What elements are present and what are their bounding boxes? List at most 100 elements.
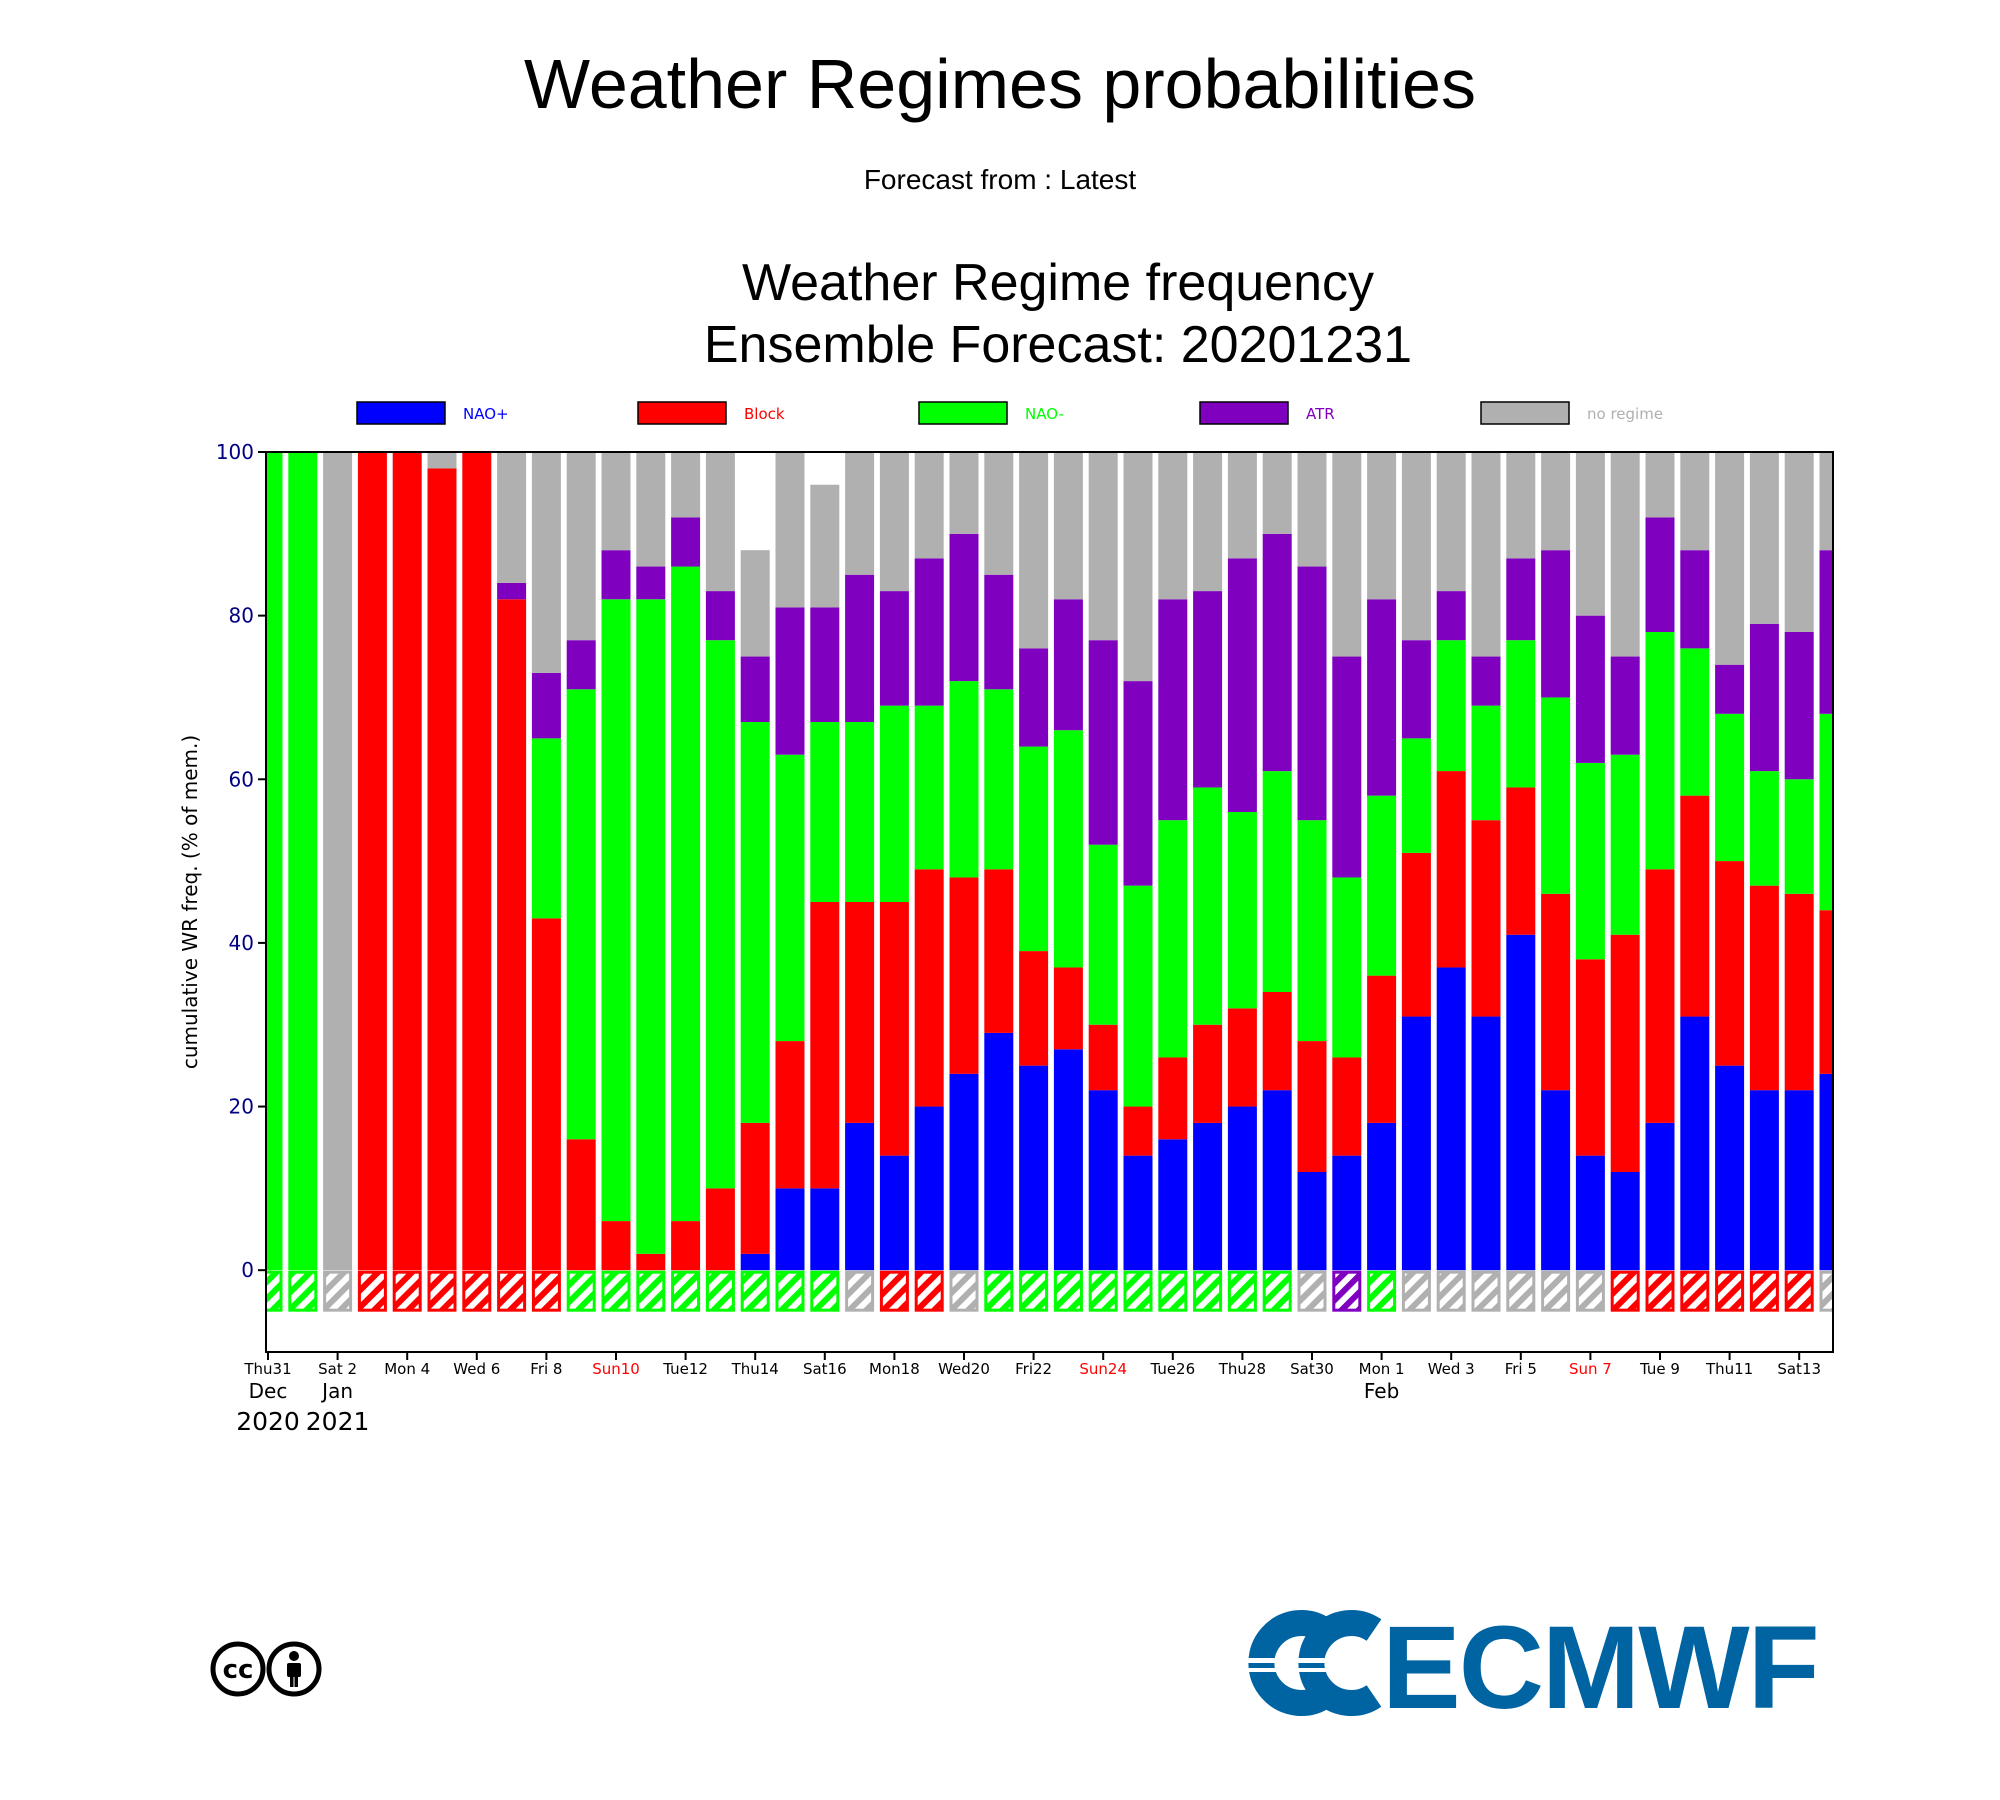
observed-marker-nao--14 (740, 1270, 770, 1312)
observed-marker-no-regime-30 (1297, 1270, 1327, 1312)
legend-label: NAO- (1025, 405, 1064, 423)
bar-segment-no-regime-20 (949, 452, 979, 534)
observed-marker-no-regime-38 (1575, 1270, 1605, 1312)
bar-segment-atr-11 (636, 566, 666, 600)
y-tick-label: 0 (241, 1258, 254, 1282)
observed-marker-block-4 (392, 1270, 422, 1312)
bar-segment-block-43 (1749, 885, 1779, 1091)
y-tick-label: 80 (229, 604, 254, 628)
bar-segment-block-46 (1854, 935, 1883, 1066)
observed-marker-block-7 (497, 1270, 527, 1312)
bar-segment-block-5 (427, 468, 457, 1271)
observed-marker-nao--15 (775, 1270, 805, 1312)
bar-segment-nao--16 (810, 1188, 840, 1271)
bar-segment-atr-41 (1680, 550, 1710, 649)
bar-segment-nao--19 (914, 705, 944, 870)
x-tick-label: Wed20 (938, 1360, 990, 1378)
bar-segment-nao--33 (1401, 738, 1431, 853)
bar-segment-nao--11 (636, 599, 666, 1254)
bar-segment-nao--20 (949, 1073, 979, 1271)
y-tick-label: 100 (216, 440, 254, 464)
bar-segment-atr-44 (1784, 632, 1814, 780)
bar-segment-nao--13 (705, 640, 735, 1189)
bar-segment-nao--38 (1575, 1155, 1605, 1271)
bar-segment-block-25 (1123, 1106, 1153, 1156)
x-tick-label: Mon 1 (1359, 1360, 1405, 1378)
observed-marker-no-regime-2 (323, 1270, 353, 1312)
ecmwf-logo: ECMWF (1232, 1602, 1820, 1734)
bar-segment-atr-22 (1019, 648, 1049, 747)
bar-segment-block-22 (1019, 951, 1049, 1066)
bar-segment-nao--46 (1854, 1066, 1883, 1271)
bar-segment-block-29 (1262, 992, 1292, 1091)
bar-segment-no-regime-33 (1401, 452, 1431, 641)
bar-segment-block-20 (949, 877, 979, 1074)
bar-segment-nao--21 (984, 689, 1014, 870)
bar-segment-block-31 (1332, 1057, 1362, 1156)
bar-segment-nao--43 (1749, 1090, 1779, 1271)
bar-segment-no-regime-17 (845, 452, 875, 575)
observed-marker-nao--10 (601, 1270, 631, 1312)
observed-marker-no-regime-37 (1541, 1270, 1571, 1312)
bar-segment-atr-9 (566, 640, 596, 690)
x-tick-label: Tue 9 (1639, 1360, 1680, 1378)
creative-commons-by-icon: cc (210, 1640, 322, 1703)
bar-segment-nao--9 (566, 689, 596, 1140)
bar-segment-nao--28 (1227, 1106, 1257, 1271)
observed-marker-nao--21 (984, 1270, 1014, 1312)
bar-segment-nao--26 (1158, 820, 1188, 1058)
observed-marker-no-regime-35 (1471, 1270, 1501, 1312)
observed-marker-nao--0 (266, 1270, 283, 1312)
bar-segment-atr-32 (1367, 599, 1397, 796)
bar-segment-block-32 (1367, 975, 1397, 1123)
bar-segment-no-regime-14 (740, 550, 770, 657)
bar-segment-block-37 (1541, 893, 1571, 1091)
bar-segment-block-11 (636, 1253, 666, 1271)
bar-segment-block-36 (1506, 787, 1536, 935)
bar-segment-nao--37 (1541, 1090, 1571, 1271)
bar-segment-nao--33 (1401, 1016, 1431, 1271)
bar-segment-no-regime-27 (1193, 452, 1223, 592)
bar-segment-nao--39 (1610, 1172, 1640, 1271)
observed-marker-block-40 (1645, 1270, 1675, 1312)
observed-marker-nao--13 (705, 1270, 735, 1312)
x-tick-label: Sat13 (1777, 1360, 1821, 1378)
observed-marker-block-41 (1680, 1270, 1710, 1312)
bar-segment-no-regime-2 (323, 452, 353, 1271)
bar-segment-nao--41 (1680, 1016, 1710, 1271)
bar-segment-nao--42 (1715, 713, 1745, 862)
bar-segment-atr-15 (775, 607, 805, 755)
observed-marker-block-44 (1784, 1270, 1814, 1312)
x-tick-label: Sun 7 (1569, 1360, 1612, 1378)
x-month-label: Dec (249, 1379, 288, 1403)
bar-segment-nao--17 (845, 722, 875, 902)
y-axis-label: cumulative WR freq. (% of mem.) (178, 735, 202, 1069)
bar-segment-nao--15 (775, 1188, 805, 1271)
observed-marker-nao--16 (810, 1270, 840, 1312)
bar-segment-no-regime-25 (1123, 452, 1153, 682)
bar-segment-atr-19 (914, 558, 944, 706)
observed-marker-block-8 (531, 1270, 561, 1312)
ecmwf-logo-text: ECMWF (1382, 1602, 1820, 1734)
bar-segment-no-regime-30 (1297, 452, 1327, 567)
bar-segment-nao--40 (1645, 632, 1675, 870)
bar-segment-nao--41 (1680, 648, 1710, 796)
x-year-label: 2020 (236, 1407, 300, 1436)
bar-segment-atr-43 (1749, 623, 1779, 772)
bar-segment-nao--42 (1715, 1065, 1745, 1271)
forecast-subtitle: Forecast from : Latest (863, 164, 1137, 195)
bar-segment-block-7 (497, 599, 527, 1271)
bar-segment-no-regime-41 (1680, 452, 1710, 551)
bar-segment-block-42 (1715, 861, 1745, 1066)
legend-swatch-no-regime (1480, 401, 1570, 425)
observed-marker-no-regime-34 (1436, 1270, 1466, 1312)
bar-segment-block-12 (671, 1221, 701, 1271)
x-tick-label: Sun10 (592, 1360, 640, 1378)
bar-segment-nao--36 (1506, 640, 1536, 788)
bar-segment-nao--35 (1471, 705, 1501, 821)
bar-segment-no-regime-19 (914, 452, 944, 559)
bar-segment-no-regime-31 (1332, 452, 1362, 657)
bar-segment-nao--0 (266, 452, 283, 1271)
bar-segment-block-45 (1819, 910, 1833, 1074)
bar-segment-atr-8 (531, 672, 561, 739)
